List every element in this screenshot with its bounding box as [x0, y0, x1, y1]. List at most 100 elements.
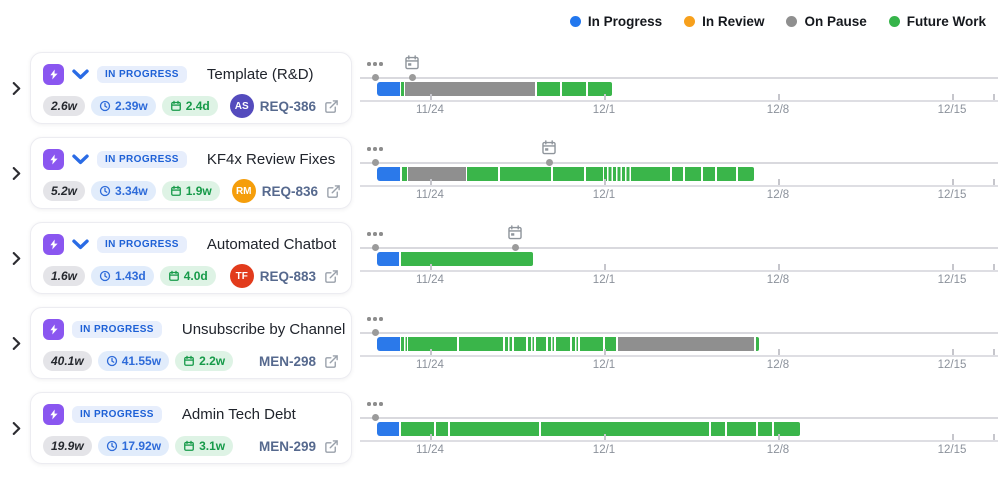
legend-dot-icon [569, 16, 581, 27]
task-card[interactable]: IN PROGRESS Template (R&D) 2.6w 2.39w 2.4d AS… [30, 52, 352, 124]
task-card-meta: 5.2w 3.34w 1.9w RM REQ-836 [43, 179, 341, 203]
milestone-dot[interactable] [408, 74, 416, 81]
scheduled-date-icon[interactable] [404, 54, 421, 76]
task-card[interactable]: IN PROGRESS Automated Chatbot 1.6w 1.43d 4.0… [30, 222, 352, 294]
expand-row-button[interactable] [12, 166, 24, 180]
legend-item[interactable]: On Pause [786, 14, 867, 29]
bar-segment-future [401, 422, 434, 436]
axis-tick [778, 94, 780, 100]
scheduled-date-icon[interactable] [507, 224, 524, 246]
ticket-link[interactable]: REQ-883 [259, 268, 316, 284]
timeline: 11/24 12/1 12/8 12/15 [360, 307, 998, 392]
bar-segment-future [685, 167, 701, 181]
external-link-icon[interactable] [326, 184, 341, 199]
avatar[interactable]: RM [231, 179, 256, 203]
bar-segment-pause [405, 82, 535, 96]
bar-segment-striped [505, 337, 512, 351]
gantt-bar[interactable] [360, 82, 998, 96]
legend-item[interactable]: Future Work [888, 14, 986, 29]
axis-end-tick [993, 264, 995, 270]
axis-tick-label: 12/1 [592, 444, 616, 456]
axis-tick-label: 12/8 [766, 274, 790, 286]
axis-tick-label: 12/1 [592, 189, 616, 201]
chevron-down-icon[interactable] [72, 239, 89, 250]
task-card[interactable]: IN PROGRESS KF4x Review Fixes 5.2w 3.34w 1.9… [30, 137, 352, 209]
task-type-icon [43, 63, 64, 85]
scheduled-date-icon[interactable] [541, 139, 558, 161]
milestone-dot[interactable] [545, 159, 553, 166]
remaining-time-value: 1.9w [185, 184, 212, 198]
expand-row-button[interactable] [12, 251, 24, 265]
logged-time-value: 3.34w [115, 184, 148, 198]
expand-row-button[interactable] [12, 336, 24, 350]
bar-segment-striped [528, 337, 534, 351]
remaining-time-value: 2.4d [185, 99, 210, 113]
chevron-down-icon[interactable] [72, 69, 89, 80]
task-card[interactable]: IN PROGRESS Admin Tech Debt 19.9w 17.92w 3.1… [30, 392, 352, 464]
row-menu-button[interactable] [365, 60, 385, 68]
milestone-dot[interactable] [371, 159, 379, 166]
task-card[interactable]: IN PROGRESS Unsubscribe by Channel 40.1w 41… [30, 307, 352, 379]
task-title: Template (R&D) [206, 65, 314, 83]
milestone-dot[interactable] [371, 244, 379, 251]
axis-tick-label: 11/24 [416, 444, 444, 456]
axis-tick [604, 179, 606, 185]
timeline: 11/24 12/1 12/8 12/15 [360, 52, 998, 137]
gantt-bar[interactable] [360, 337, 998, 351]
row-menu-button[interactable] [365, 230, 385, 238]
external-link-icon[interactable] [324, 99, 339, 114]
milestone-dot[interactable] [371, 329, 379, 336]
task-card-meta: 40.1w 41.55w 2.2w MEN-298 [43, 349, 339, 373]
external-link-icon[interactable] [324, 354, 339, 369]
bar-segment-future [588, 82, 612, 96]
remaining-time-badge: 1.9w [161, 181, 220, 201]
gantt-bar[interactable] [360, 167, 998, 181]
external-link-icon[interactable] [324, 439, 339, 454]
bar-segment-future [450, 422, 539, 436]
axis-tick [430, 264, 432, 270]
axis-tick-label: 12/8 [766, 444, 790, 456]
calendar-icon [183, 355, 195, 367]
axis-tick [430, 434, 432, 440]
gantt-bar[interactable] [360, 252, 998, 266]
milestone-dot[interactable] [371, 74, 379, 81]
bar-segment-progress [377, 422, 399, 436]
axis-tick [604, 94, 606, 100]
axis-tick [952, 349, 954, 355]
ticket-link[interactable]: MEN-298 [258, 353, 316, 369]
row-menu-button[interactable] [365, 400, 385, 408]
logged-time-value: 2.39w [115, 99, 148, 113]
legend-item[interactable]: In Review [684, 14, 764, 29]
task-type-icon [43, 403, 64, 425]
remaining-time-value: 4.0d [183, 269, 208, 283]
milestone-dot[interactable] [371, 414, 379, 421]
logged-time-value: 17.92w [121, 439, 162, 453]
task-card-header: IN PROGRESS Template (R&D) [43, 63, 339, 85]
gantt-bar[interactable] [360, 422, 998, 436]
ticket-link[interactable]: REQ-836 [261, 183, 319, 199]
expand-row-button[interactable] [12, 81, 24, 95]
expand-row-button[interactable] [12, 421, 24, 435]
timeline-guide-line [360, 332, 998, 334]
bar-segment-future [605, 337, 616, 351]
milestone-dot[interactable] [511, 244, 519, 251]
legend-item[interactable]: In Progress [569, 14, 663, 29]
timeline: 11/24 12/1 12/8 12/15 [360, 137, 998, 222]
row-menu-button[interactable] [365, 315, 385, 323]
ticket-link[interactable]: MEN-299 [258, 438, 316, 454]
bar-segment-future [553, 167, 584, 181]
estimate-badge: 1.6w [43, 266, 86, 286]
bar-segment-future [536, 337, 546, 351]
avatar[interactable]: AS [229, 94, 254, 118]
ticket-link[interactable]: REQ-386 [259, 98, 317, 114]
chevron-down-icon[interactable] [72, 154, 89, 165]
legend-label: In Progress [587, 14, 663, 29]
task-type-icon [43, 318, 64, 340]
clock-icon [106, 355, 118, 367]
avatar[interactable]: TF [229, 264, 254, 288]
timeline-axis [360, 270, 998, 272]
row-menu-button[interactable] [365, 145, 385, 153]
external-link-icon[interactable] [324, 269, 339, 284]
task-title: Automated Chatbot [206, 235, 337, 253]
timeline: 11/24 12/1 12/8 12/15 [360, 392, 998, 477]
